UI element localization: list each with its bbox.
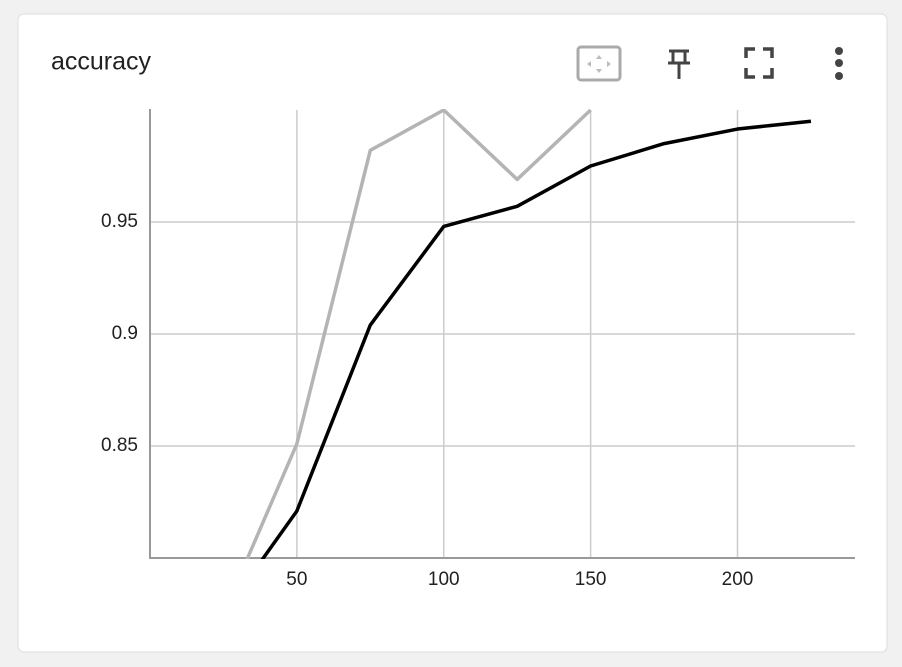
fit-domain-button[interactable]: [576, 45, 622, 82]
more-button[interactable]: [835, 47, 843, 80]
fullscreen-button[interactable]: [744, 47, 774, 79]
chart-title: accuracy: [51, 48, 152, 76]
series-line: [260, 119, 812, 559]
pin-button[interactable]: [668, 49, 690, 79]
x-tick-label: 50: [286, 569, 307, 590]
x-tick-label: 100: [428, 569, 460, 590]
x-tick-label: 150: [575, 569, 607, 590]
y-tick-label: 0.95: [101, 211, 138, 232]
y-tick-label: 0.85: [101, 435, 138, 456]
y-tick-label: 0.9: [112, 323, 138, 344]
series-line: [245, 109, 592, 559]
plot-area: [245, 109, 812, 559]
card: [17, 13, 888, 653]
x-tick-label: 200: [722, 569, 754, 590]
